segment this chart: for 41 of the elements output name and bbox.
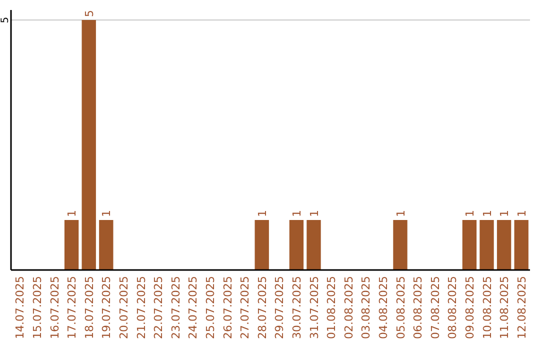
x-tick-label: 21.07.2025	[134, 276, 148, 339]
x-tick-label: 10.08.2025	[480, 276, 494, 339]
data-label: 1	[66, 210, 79, 217]
data-label: 1	[100, 210, 114, 217]
x-tick-label: 19.07.2025	[100, 276, 114, 339]
data-label: 1	[394, 210, 408, 217]
x-tick-label: 06.08.2025	[412, 276, 425, 339]
x-tick-label: 23.07.2025	[169, 276, 182, 339]
x-tick-label: 12.08.2025	[515, 276, 528, 339]
data-label: 1	[308, 210, 321, 217]
x-tick-label: 14.07.2025	[14, 276, 27, 339]
data-label: 5	[82, 10, 96, 17]
data-label: 1	[480, 210, 494, 217]
x-tick-label: 29.07.2025	[273, 276, 286, 339]
data-label: 1	[256, 210, 269, 217]
x-tick-label: 22.07.2025	[152, 276, 166, 339]
x-tick-label: 05.08.2025	[394, 276, 408, 339]
x-tick-label: 26.07.2025	[221, 276, 234, 339]
x-tick-label: 25.07.2025	[204, 276, 217, 339]
x-tick-label: 07.08.2025	[428, 276, 442, 339]
x-tick-label: 01.08.2025	[325, 276, 338, 339]
x-tick-label: 28.07.2025	[256, 276, 269, 339]
data-label: 1	[290, 210, 304, 217]
x-tick-label: 08.08.2025	[446, 276, 460, 339]
x-tick-label: 27.07.2025	[238, 276, 252, 339]
x-tick-label: 04.08.2025	[376, 276, 390, 339]
x-tick-label: 09.08.2025	[463, 276, 476, 339]
x-tick-label: 30.07.2025	[290, 276, 304, 339]
x-tick-label: 11.08.2025	[498, 276, 512, 339]
x-tick-label: 18.07.2025	[82, 276, 96, 339]
data-label: 1	[463, 210, 476, 217]
x-tick-label: 16.07.2025	[48, 276, 62, 339]
x-tick-label: 24.07.2025	[186, 276, 200, 339]
data-label: 1	[498, 210, 512, 217]
x-tick-label: 17.07.2025	[66, 276, 79, 339]
x-tick-label: 15.07.2025	[30, 276, 44, 339]
x-tick-label: 03.08.2025	[360, 276, 373, 339]
x-tick-label: 02.08.2025	[342, 276, 356, 339]
x-tick-label: 20.07.2025	[117, 276, 130, 339]
data-label: 1	[515, 210, 528, 217]
x-tick-label: 31.07.2025	[308, 276, 321, 339]
